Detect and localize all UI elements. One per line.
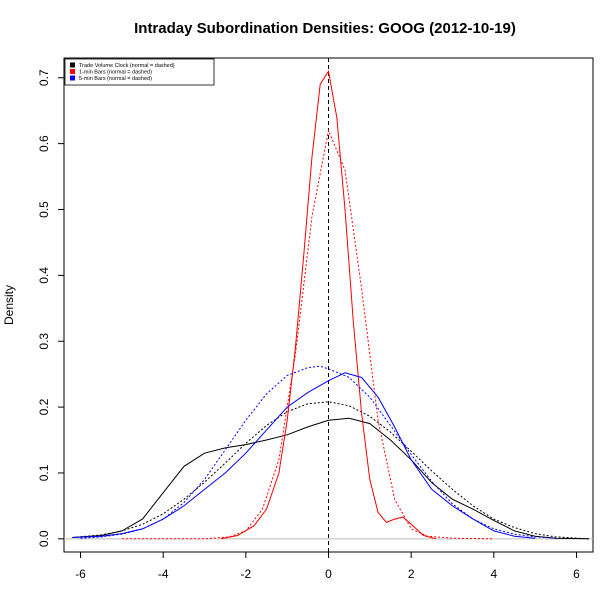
legend-box [64, 58, 215, 86]
x-tick-label: -6 [75, 567, 86, 581]
legend-label: 1-min Bars (normal = dashed) [79, 70, 152, 76]
chart-title: Intraday Subordination Densities: GOOG (… [134, 20, 516, 37]
x-tick-label: 2 [408, 567, 415, 581]
x-tick-label: -2 [241, 567, 252, 581]
series-line-4 [72, 372, 536, 539]
legend-swatch [70, 69, 75, 74]
y-tick-label: 0.2 [37, 398, 51, 415]
legend-swatch [70, 62, 75, 68]
series-line-3 [121, 128, 494, 540]
x-axis: -6 -4 -2 0 2 4 6 [75, 552, 580, 581]
legend-label: Trade Volume Clock (normal = dashed) [79, 63, 175, 69]
y-tick-label: 0.0 [37, 530, 51, 547]
y-tick-label: 0.6 [37, 135, 51, 152]
series-line-0 [72, 417, 589, 540]
x-tick-label: 4 [490, 567, 497, 581]
y-axis: 0.0 0.1 0.2 0.3 0.4 0.5 0.6 0.7 [37, 69, 64, 547]
legend-swatch [70, 75, 75, 81]
x-tick-label: -4 [158, 567, 169, 581]
series-line-5 [80, 365, 556, 539]
y-tick-label: 0.1 [37, 464, 51, 481]
reference-lines [64, 58, 593, 552]
y-tick-label: 0.5 [37, 201, 51, 218]
legend: Trade Volume Clock (normal = dashed)1-mi… [64, 58, 215, 86]
x-tick-label: 0 [325, 567, 332, 581]
y-tick-label: 0.7 [37, 69, 51, 86]
series-layer [72, 69, 589, 540]
x-tick-label: 6 [573, 567, 580, 581]
y-tick-label: 0.4 [37, 267, 51, 284]
y-tick-label: 0.3 [37, 333, 51, 350]
series-line-1 [72, 401, 589, 540]
legend-label: 5-min Bars (normal = dashed) [79, 76, 152, 82]
series-line-2 [220, 69, 437, 540]
y-axis-label: Density [2, 285, 16, 325]
